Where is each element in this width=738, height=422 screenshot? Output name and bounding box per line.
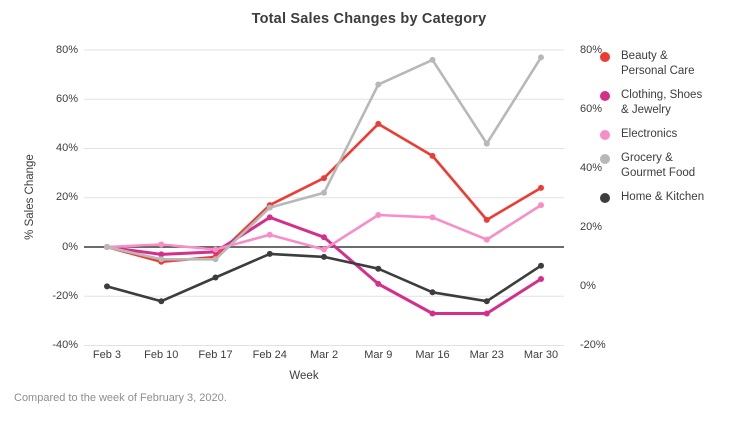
data-point-marker <box>266 250 273 257</box>
data-point-marker <box>429 152 436 159</box>
data-point-marker <box>158 241 165 248</box>
data-point-marker <box>321 189 327 196</box>
left-axis-tick-label: 40% <box>55 142 78 154</box>
data-point-marker <box>266 204 273 211</box>
data-point-marker <box>429 289 436 296</box>
data-point-marker <box>158 298 165 305</box>
x-axis-tick-label: Mar 2 <box>309 349 339 361</box>
legend-item-clothing-shoes-jewelry: Clothing, Shoes & Jewelry <box>600 88 736 118</box>
data-point-marker <box>538 202 544 209</box>
data-point-marker <box>375 120 382 127</box>
legend-item-electronics: Electronics <box>600 127 736 142</box>
legend-item-home-kitchen: Home & Kitchen <box>600 190 736 205</box>
legend-label-line: Gourmet Food <box>621 167 696 179</box>
legend-swatch-icon <box>600 193 610 203</box>
data-point-marker <box>266 214 273 221</box>
left-axis-tick-label: 80% <box>55 43 78 56</box>
x-axis-tick-label: Mar 30 <box>523 349 559 361</box>
right-axis-tick-label: 80% <box>580 43 603 56</box>
data-point-marker <box>429 214 436 221</box>
left-axis-tick-label: 20% <box>55 191 78 204</box>
data-point-marker <box>375 265 382 272</box>
data-point-marker <box>375 280 382 287</box>
data-point-marker <box>538 54 544 61</box>
data-point-marker <box>375 212 382 218</box>
legend-swatch-icon <box>600 130 610 140</box>
legend-label-line: Clothing, Shoes <box>621 89 703 101</box>
data-point-marker <box>158 256 165 263</box>
data-point-marker <box>321 253 327 260</box>
data-point-marker <box>538 184 544 191</box>
series-line <box>105 203 543 251</box>
left-axis-tick-label: -40% <box>52 339 78 351</box>
data-point-marker <box>483 298 490 305</box>
data-point-marker <box>483 216 490 223</box>
series-home-kitchen <box>104 250 544 305</box>
legend-label: Electronics <box>621 127 677 142</box>
data-point-marker <box>212 246 219 253</box>
legend-label: Clothing, Shoes & Jewelry <box>621 88 702 118</box>
x-axis-tick-label: Mar 23 <box>469 349 504 361</box>
legend-label: Beauty & Personal Care <box>621 49 695 79</box>
data-point-marker <box>321 246 327 253</box>
legend-item-grocery-gourmet-food: Grocery & Gourmet Food <box>600 151 736 181</box>
data-point-marker <box>429 310 436 317</box>
right-axis-tick-label: -20% <box>580 339 606 351</box>
left-axis-tick-label: 60% <box>55 92 78 105</box>
left-axis-tick-label: -20% <box>52 289 78 302</box>
legend-label-line: & Jewelry <box>621 104 671 116</box>
legend: Beauty & Personal Care Clothing, Shoes & Je… <box>600 49 736 214</box>
legend-label-line: Electronics <box>621 128 678 140</box>
legend-swatch-icon <box>600 154 610 164</box>
left-axis-tick-label: 0% <box>62 240 78 253</box>
chart-title: Total Sales Changes by Category <box>251 11 487 27</box>
data-point-marker <box>158 251 165 258</box>
data-point-marker <box>483 140 490 147</box>
legend-label-line: Beauty & <box>621 50 668 62</box>
data-point-marker <box>375 81 382 88</box>
legend-item-beauty-personal-care: Beauty & Personal Care <box>600 49 736 79</box>
series-line <box>105 56 543 261</box>
data-point-marker <box>429 56 436 63</box>
data-point-marker <box>321 234 327 241</box>
legend-swatch-icon <box>600 91 610 101</box>
series-clothing-shoes-jewelry <box>104 214 544 317</box>
data-point-marker <box>104 244 110 250</box>
legend-label: Grocery & Gourmet Food <box>621 151 695 181</box>
data-point-marker <box>212 256 219 263</box>
x-axis-tick-label: Mar 16 <box>415 349 450 361</box>
legend-label: Home & Kitchen <box>621 190 704 205</box>
x-axis-tick-label: Feb 10 <box>144 349 179 361</box>
legend-swatch-icon <box>600 52 610 62</box>
data-point-marker <box>104 283 110 290</box>
x-axis-tick-label: Feb 17 <box>198 349 233 361</box>
x-axis-tick-label: Mar 9 <box>364 349 393 361</box>
legend-label-line: Personal Care <box>621 65 695 77</box>
data-point-marker <box>538 276 544 282</box>
data-point-marker <box>538 262 544 269</box>
right-axis-tick-label: 20% <box>580 220 603 233</box>
x-axis-tick-label: Feb 24 <box>252 349 287 361</box>
legend-label-line: Grocery & <box>621 152 673 164</box>
right-axis-tick-label: 40% <box>580 161 603 174</box>
series-grocery-gourmet-food <box>104 54 544 263</box>
right-axis-tick-label: 0% <box>580 279 596 292</box>
footnote: Compared to the week of February 3, 2020… <box>14 392 227 404</box>
data-point-marker <box>212 274 219 281</box>
y-axis-title: % Sales Change <box>24 154 36 240</box>
data-point-marker <box>266 231 273 238</box>
right-axis-tick-label: 60% <box>580 102 603 115</box>
data-point-marker <box>483 310 490 317</box>
data-point-marker <box>321 175 327 182</box>
legend-label-line: Home & Kitchen <box>621 191 705 203</box>
x-axis-title: Week <box>289 370 319 382</box>
series-electronics <box>104 202 544 253</box>
data-point-marker <box>483 236 490 243</box>
x-axis-tick-label: Feb 3 <box>92 349 122 361</box>
